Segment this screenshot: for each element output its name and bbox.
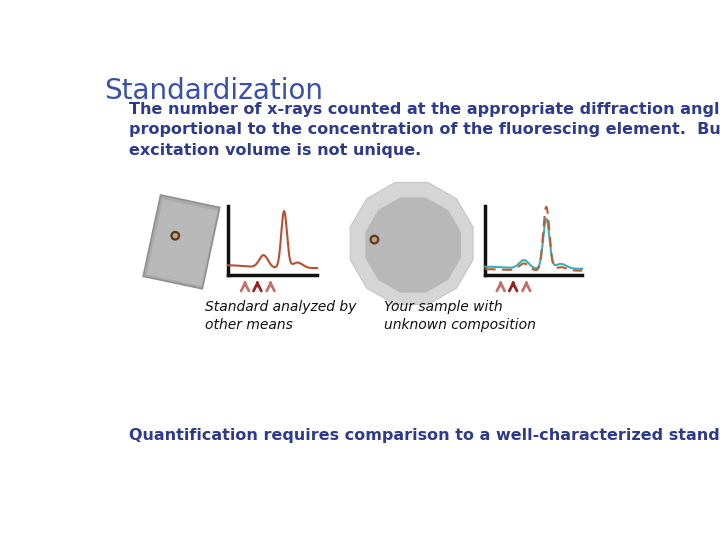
Text: Quantification requires comparison to a well-characterized standard.: Quantification requires comparison to a … bbox=[129, 428, 720, 443]
Polygon shape bbox=[143, 195, 220, 289]
Text: Standardization: Standardization bbox=[104, 77, 323, 105]
Circle shape bbox=[371, 236, 378, 244]
Polygon shape bbox=[147, 199, 217, 286]
Circle shape bbox=[173, 233, 178, 238]
Text: Standard analyzed by
other means: Standard analyzed by other means bbox=[204, 300, 356, 332]
Text: The number of x-rays counted at the appropriate diffraction angle is
proportiona: The number of x-rays counted at the appr… bbox=[129, 102, 720, 158]
Polygon shape bbox=[365, 198, 461, 293]
Circle shape bbox=[372, 237, 377, 242]
Text: Your sample with
unknown composition: Your sample with unknown composition bbox=[384, 300, 536, 332]
Polygon shape bbox=[350, 183, 473, 305]
Circle shape bbox=[171, 232, 179, 240]
